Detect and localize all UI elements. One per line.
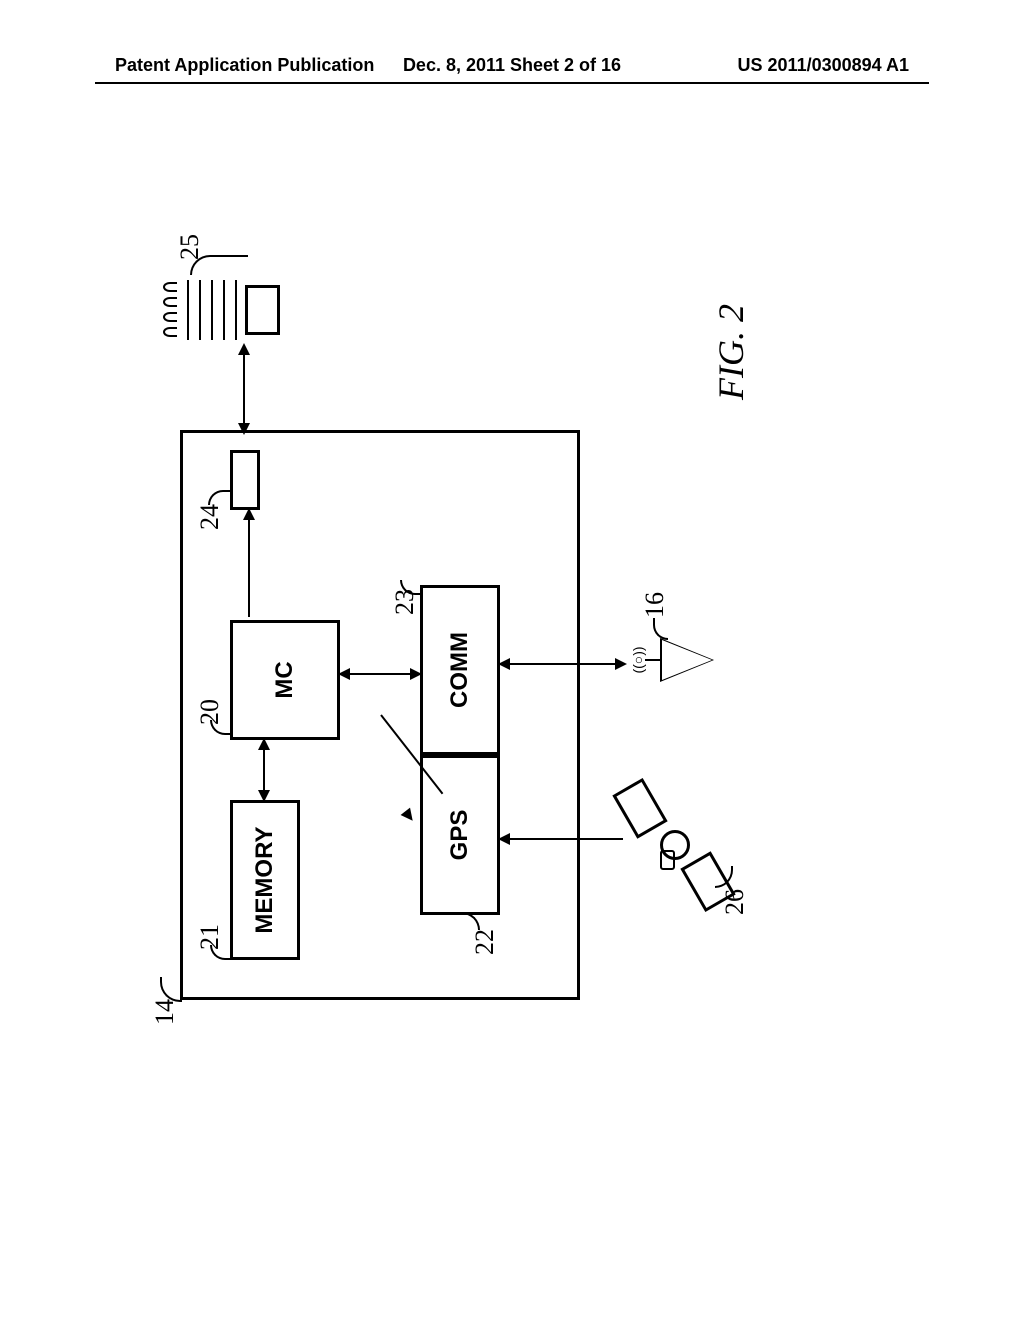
gps-label: GPS (446, 810, 474, 861)
mc-block: MC (230, 620, 340, 740)
tower-icon: ((○)) (630, 630, 720, 690)
diagram-rotated: MEMORY MC GPS COMM (100, 160, 900, 1060)
satellite-icon (620, 765, 730, 915)
ref-24: 24 (195, 504, 225, 530)
header-patent-number: US 2011/0300894 A1 (644, 55, 909, 76)
tower-signal-icon: ((○)) (630, 646, 646, 673)
leader-25 (190, 255, 248, 275)
arrow-sat-gps (503, 838, 623, 840)
arrowhead-port-back (238, 423, 250, 435)
header-date-sheet: Dec. 8, 2011 Sheet 2 of 16 (380, 55, 645, 76)
arrow-port-device (243, 347, 245, 432)
figure-label: FIG. 2 (710, 304, 752, 400)
ref-26: 26 (720, 889, 750, 915)
arrowhead-comm-up (498, 658, 510, 670)
arrowhead-mc-up (338, 668, 350, 680)
mc-label: MC (271, 661, 299, 698)
ref-16: 16 (640, 592, 670, 618)
ref-14: 14 (150, 999, 180, 1025)
arrow-mc-comm (343, 673, 418, 675)
arrow-comm-tower (503, 663, 623, 665)
device-grip-icon (160, 280, 180, 340)
comm-label: COMM (446, 632, 474, 708)
port-block (230, 450, 260, 510)
arrowhead-mc (258, 738, 270, 750)
arrowhead-tower (615, 658, 627, 670)
arrowhead-memory (258, 790, 270, 802)
device-body-icon (245, 285, 280, 335)
arrowhead-port (243, 508, 255, 520)
header-divider (95, 82, 929, 84)
device-lines-icon (182, 280, 242, 340)
memory-label: MEMORY (251, 826, 279, 933)
diagram-container: MEMORY MC GPS COMM (100, 160, 900, 1060)
arrow-mc-port (248, 512, 250, 617)
arrowhead-device (238, 343, 250, 355)
page-header: Patent Application Publication Dec. 8, 2… (0, 55, 1024, 76)
external-device (160, 270, 280, 350)
arrowhead-gps-up (498, 833, 510, 845)
ref-22: 22 (470, 929, 500, 955)
header-publication: Patent Application Publication (115, 55, 380, 76)
memory-block: MEMORY (230, 800, 300, 960)
arrowhead-comm (410, 668, 422, 680)
comm-block: COMM (420, 585, 500, 755)
